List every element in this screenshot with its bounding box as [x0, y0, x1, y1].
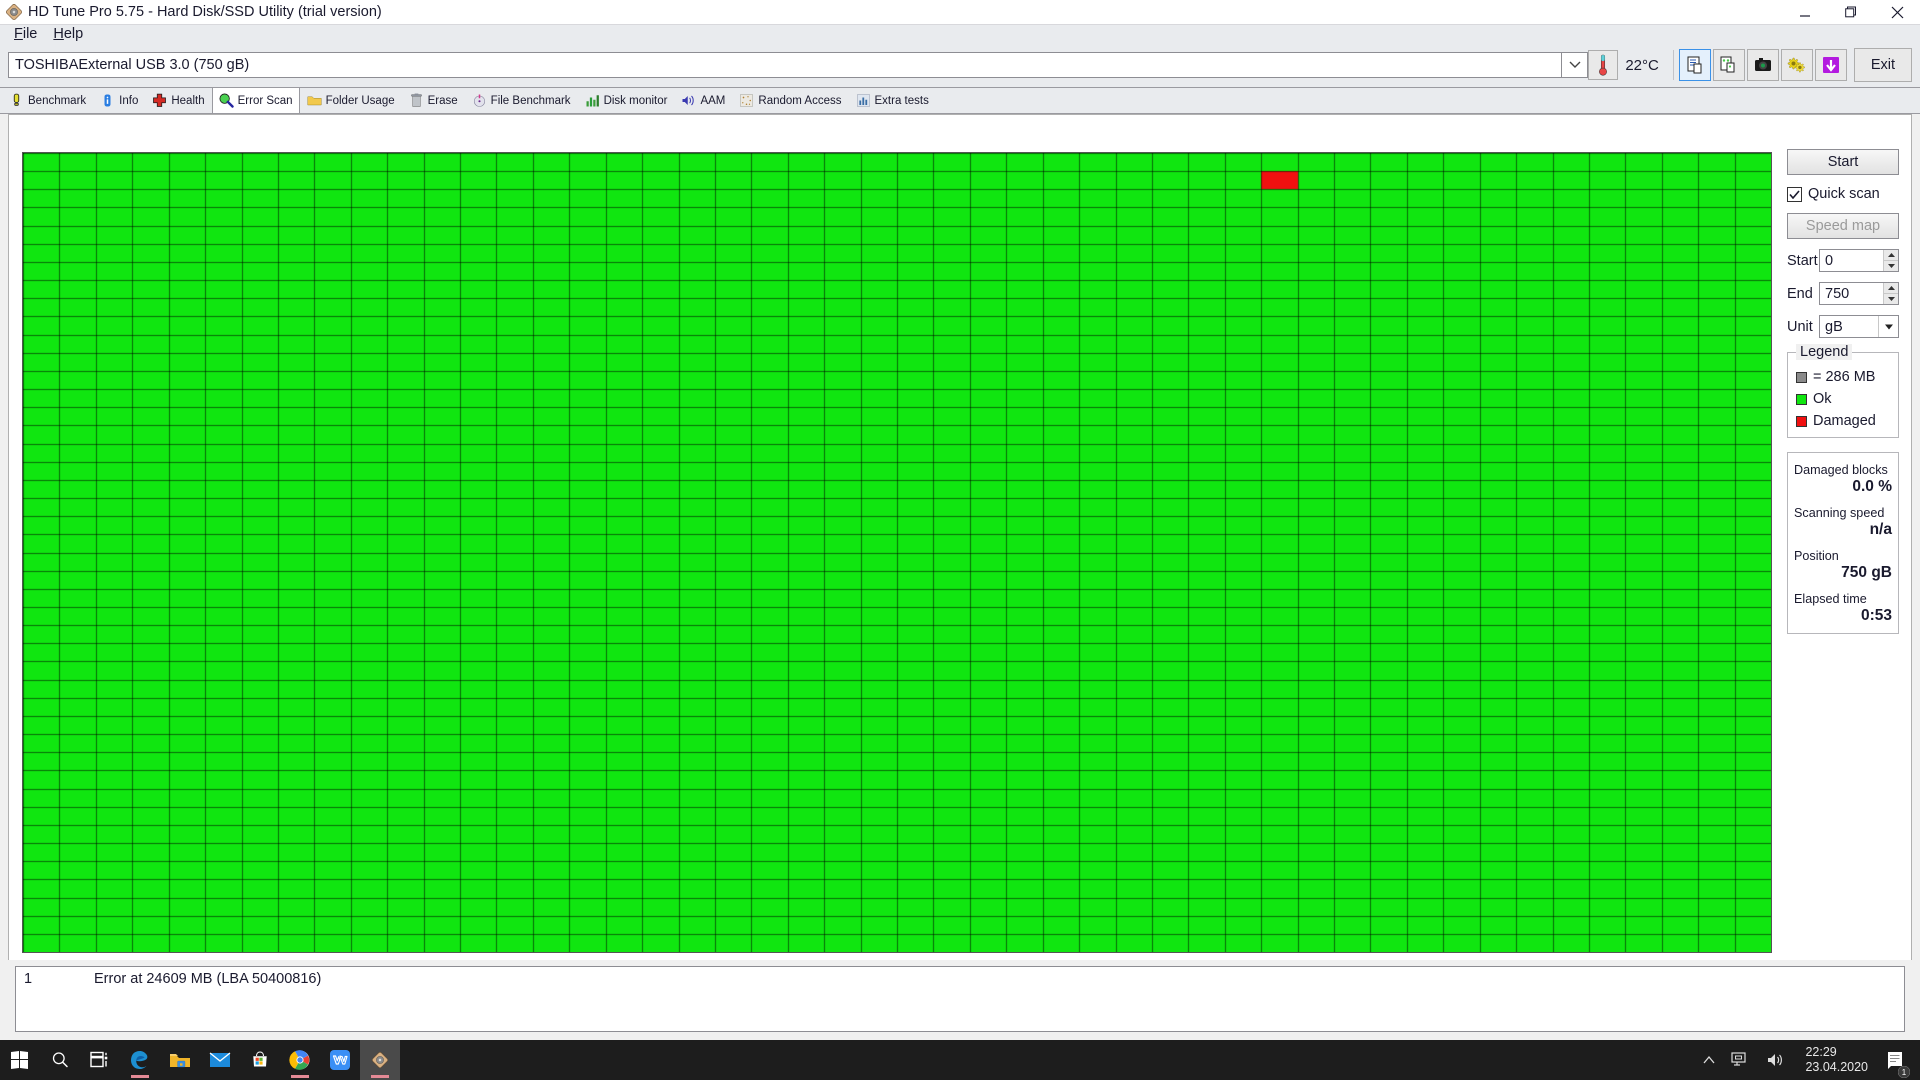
svg-text:1: 1: [1902, 1068, 1907, 1077]
